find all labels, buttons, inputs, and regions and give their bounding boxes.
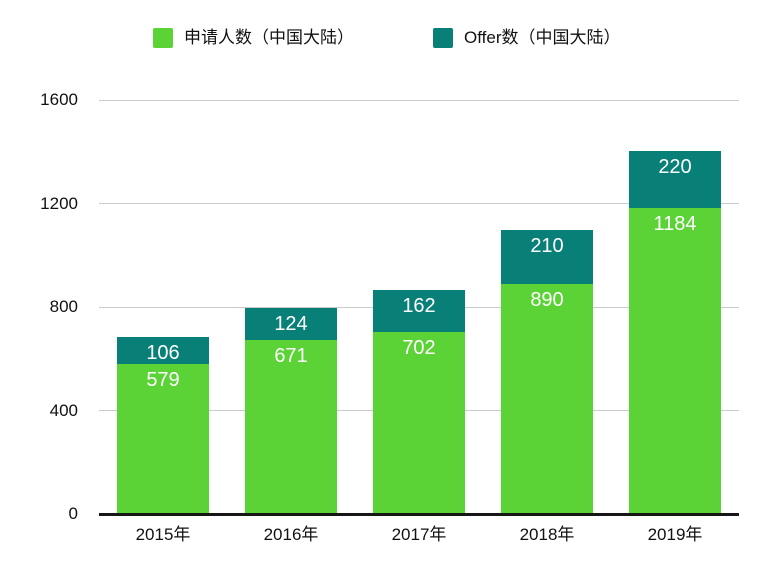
bar-value-label: 671 (274, 345, 308, 367)
legend-item-offers: Offer数（中国大陆） (433, 27, 620, 49)
legend-item-applicants: 申请人数（中国大陆） (153, 27, 354, 49)
bar-segment-offers: 210 (501, 230, 593, 284)
legend-label-offers: Offer数（中国大陆） (464, 28, 621, 47)
y-axis-tick-label: 400 (49, 400, 78, 420)
bar-value-label: 162 (402, 295, 436, 317)
bar-value-label: 1184 (653, 213, 697, 235)
y-axis-tick-label: 0 (68, 504, 78, 523)
bar-value-label: 579 (146, 369, 180, 391)
bar-segment-offers: 220 (629, 151, 721, 208)
bar-segment-applicants: 1184 (629, 208, 721, 514)
x-axis-tick-label: 2019年 (647, 525, 703, 544)
y-axis-tick-label: 800 (49, 297, 78, 316)
bar-value-label: 702 (402, 337, 436, 359)
x-axis-tick-label: 2018年 (519, 525, 575, 544)
bar-segment-offers: 162 (373, 290, 465, 332)
x-axis-tick-label: 2017年 (391, 525, 447, 544)
gridline (99, 99, 739, 101)
bar-segment-applicants: 579 (117, 364, 209, 514)
gridline (99, 203, 739, 204)
legend-label-applicants: 申请人数（中国大陆） (184, 28, 354, 47)
bar-value-label: 106 (146, 342, 180, 364)
bar-value-label: 890 (530, 289, 564, 311)
legend-swatch-applicants-icon (153, 28, 173, 48)
x-axis-line (99, 513, 739, 516)
bar-segment-applicants: 702 (373, 332, 465, 514)
legend-swatch-offers-icon (433, 28, 453, 48)
y-axis-tick-label: 1600 (40, 90, 78, 109)
bar-value-label: 124 (274, 313, 308, 335)
bar-segment-applicants: 890 (501, 284, 593, 514)
bar-segment-offers: 124 (245, 308, 337, 340)
bar-segment-offers: 106 (117, 337, 209, 364)
x-axis-tick-label: 2016年 (263, 525, 319, 544)
x-axis-tick-label: 2015年 (135, 525, 191, 544)
bar-value-label: 220 (658, 156, 692, 178)
bar-value-label: 210 (530, 235, 564, 257)
y-axis-tick-label: 1200 (40, 193, 78, 213)
bar-segment-applicants: 671 (245, 340, 337, 514)
